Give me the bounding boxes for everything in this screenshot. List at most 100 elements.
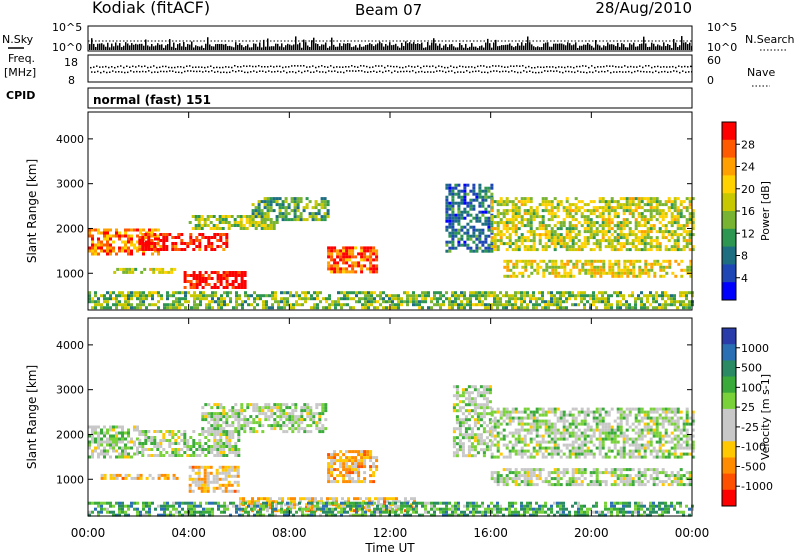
- power-cell: [629, 259, 633, 263]
- nsky-bar: [587, 42, 589, 50]
- power-cell: [691, 248, 695, 252]
- power-cell: [94, 243, 97, 247]
- power-cell: [512, 262, 516, 266]
- power-cell: [271, 303, 274, 307]
- nave-dot: [364, 71, 366, 73]
- power-cell: [541, 245, 545, 249]
- velocity-cell: [303, 406, 307, 410]
- velocity-cell: [363, 471, 367, 475]
- power-cell: [508, 200, 512, 204]
- velocity-cell: [544, 449, 548, 453]
- power-cell: [593, 259, 597, 263]
- power-cell: [348, 252, 352, 256]
- power-cell: [601, 200, 605, 204]
- nsky-bar: [419, 43, 421, 50]
- nave-dot: [532, 71, 534, 74]
- power-cell: [369, 258, 373, 262]
- velocity-cell: [363, 459, 367, 463]
- power-cell: [236, 224, 240, 227]
- power-cell: [526, 245, 530, 249]
- power-cell: [622, 294, 625, 298]
- power-cell: [372, 258, 376, 262]
- power-cell: [538, 224, 542, 228]
- velocity-cell: [553, 425, 557, 429]
- power-cell: [571, 224, 575, 228]
- power-cell: [526, 218, 530, 222]
- nave-dot: [577, 70, 579, 72]
- nsky-bar: [641, 43, 643, 50]
- power-cell: [490, 239, 494, 243]
- velocity-cell: [309, 418, 313, 422]
- nsky-bar: [185, 46, 187, 50]
- nsearch-label: N.Search: [745, 33, 795, 46]
- power-cell: [673, 300, 676, 304]
- velocity-cell: [398, 500, 401, 504]
- velocity-cell: [288, 427, 292, 431]
- velocity-cell: [470, 445, 474, 449]
- velocity-cell: [523, 440, 527, 444]
- velocity-cell: [326, 497, 329, 501]
- power-cell: [219, 280, 223, 283]
- power-cell: [454, 303, 457, 307]
- velocity-cell: [216, 454, 220, 457]
- nave-dot: [286, 71, 288, 74]
- power-cell: [565, 212, 569, 216]
- power-cell: [484, 240, 488, 244]
- power-cell: [565, 242, 569, 246]
- power-cell: [296, 197, 300, 201]
- velocity-cell: [479, 436, 483, 440]
- power-cell: [162, 236, 166, 239]
- power-cell: [172, 303, 175, 307]
- power-cell: [448, 303, 451, 307]
- power-cell: [619, 224, 623, 228]
- velocity-cell: [526, 413, 530, 417]
- power-cell: [527, 259, 531, 263]
- power-cell: [433, 297, 436, 301]
- power-cell: [354, 255, 358, 259]
- power-cell: [571, 242, 575, 246]
- power-cell: [153, 233, 157, 236]
- power-cell: [685, 206, 689, 210]
- nsky-bar: [219, 44, 221, 50]
- velocity-cell: [482, 394, 486, 398]
- power-cell: [430, 300, 433, 304]
- power-cell: [598, 300, 601, 304]
- velocity-cell: [237, 430, 241, 434]
- power-cell: [481, 291, 484, 295]
- velocity-cell: [252, 427, 256, 431]
- power-cell: [299, 218, 303, 222]
- nave-dot: [133, 71, 135, 73]
- power-cell: [589, 297, 592, 301]
- power-cell: [647, 274, 651, 278]
- power-cell: [130, 249, 133, 253]
- power-cell: [364, 294, 367, 298]
- power-cell: [550, 297, 553, 301]
- power-cell: [222, 271, 226, 274]
- power-cell: [274, 300, 277, 304]
- power-cell: [457, 195, 461, 199]
- power-cell: [266, 197, 270, 201]
- nave-dot: [397, 71, 399, 73]
- velocity-cell: [550, 455, 554, 459]
- velocity-cell: [288, 412, 292, 416]
- nsky-bar: [191, 41, 193, 50]
- power-cell: [602, 271, 606, 275]
- power-cell: [487, 291, 490, 295]
- power-cell: [328, 306, 331, 310]
- velocity-cell: [473, 397, 477, 401]
- power-cell: [568, 294, 571, 298]
- nave-dot: [259, 70, 261, 72]
- power-cell: [147, 248, 151, 251]
- power-cell: [256, 294, 259, 298]
- velocity-cell: [121, 449, 124, 453]
- power-cell: [292, 294, 295, 298]
- power-cell: [592, 303, 595, 307]
- power-cell: [667, 209, 671, 213]
- power-cell: [216, 245, 220, 248]
- freq-dot: [318, 65, 320, 68]
- velocity-cell: [482, 391, 486, 395]
- power-cell: [293, 215, 297, 219]
- power-cell: [617, 268, 621, 272]
- nave-dot: [340, 71, 342, 73]
- power-cell: [154, 303, 157, 307]
